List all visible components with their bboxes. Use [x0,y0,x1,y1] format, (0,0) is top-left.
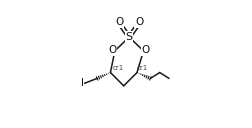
Text: I: I [81,78,84,88]
Text: O: O [115,17,123,28]
Text: O: O [108,45,116,55]
Text: O: O [142,45,150,55]
Text: cr1: cr1 [112,65,124,71]
Text: cr1: cr1 [137,65,148,71]
Text: S: S [125,32,133,42]
Text: O: O [135,17,143,28]
